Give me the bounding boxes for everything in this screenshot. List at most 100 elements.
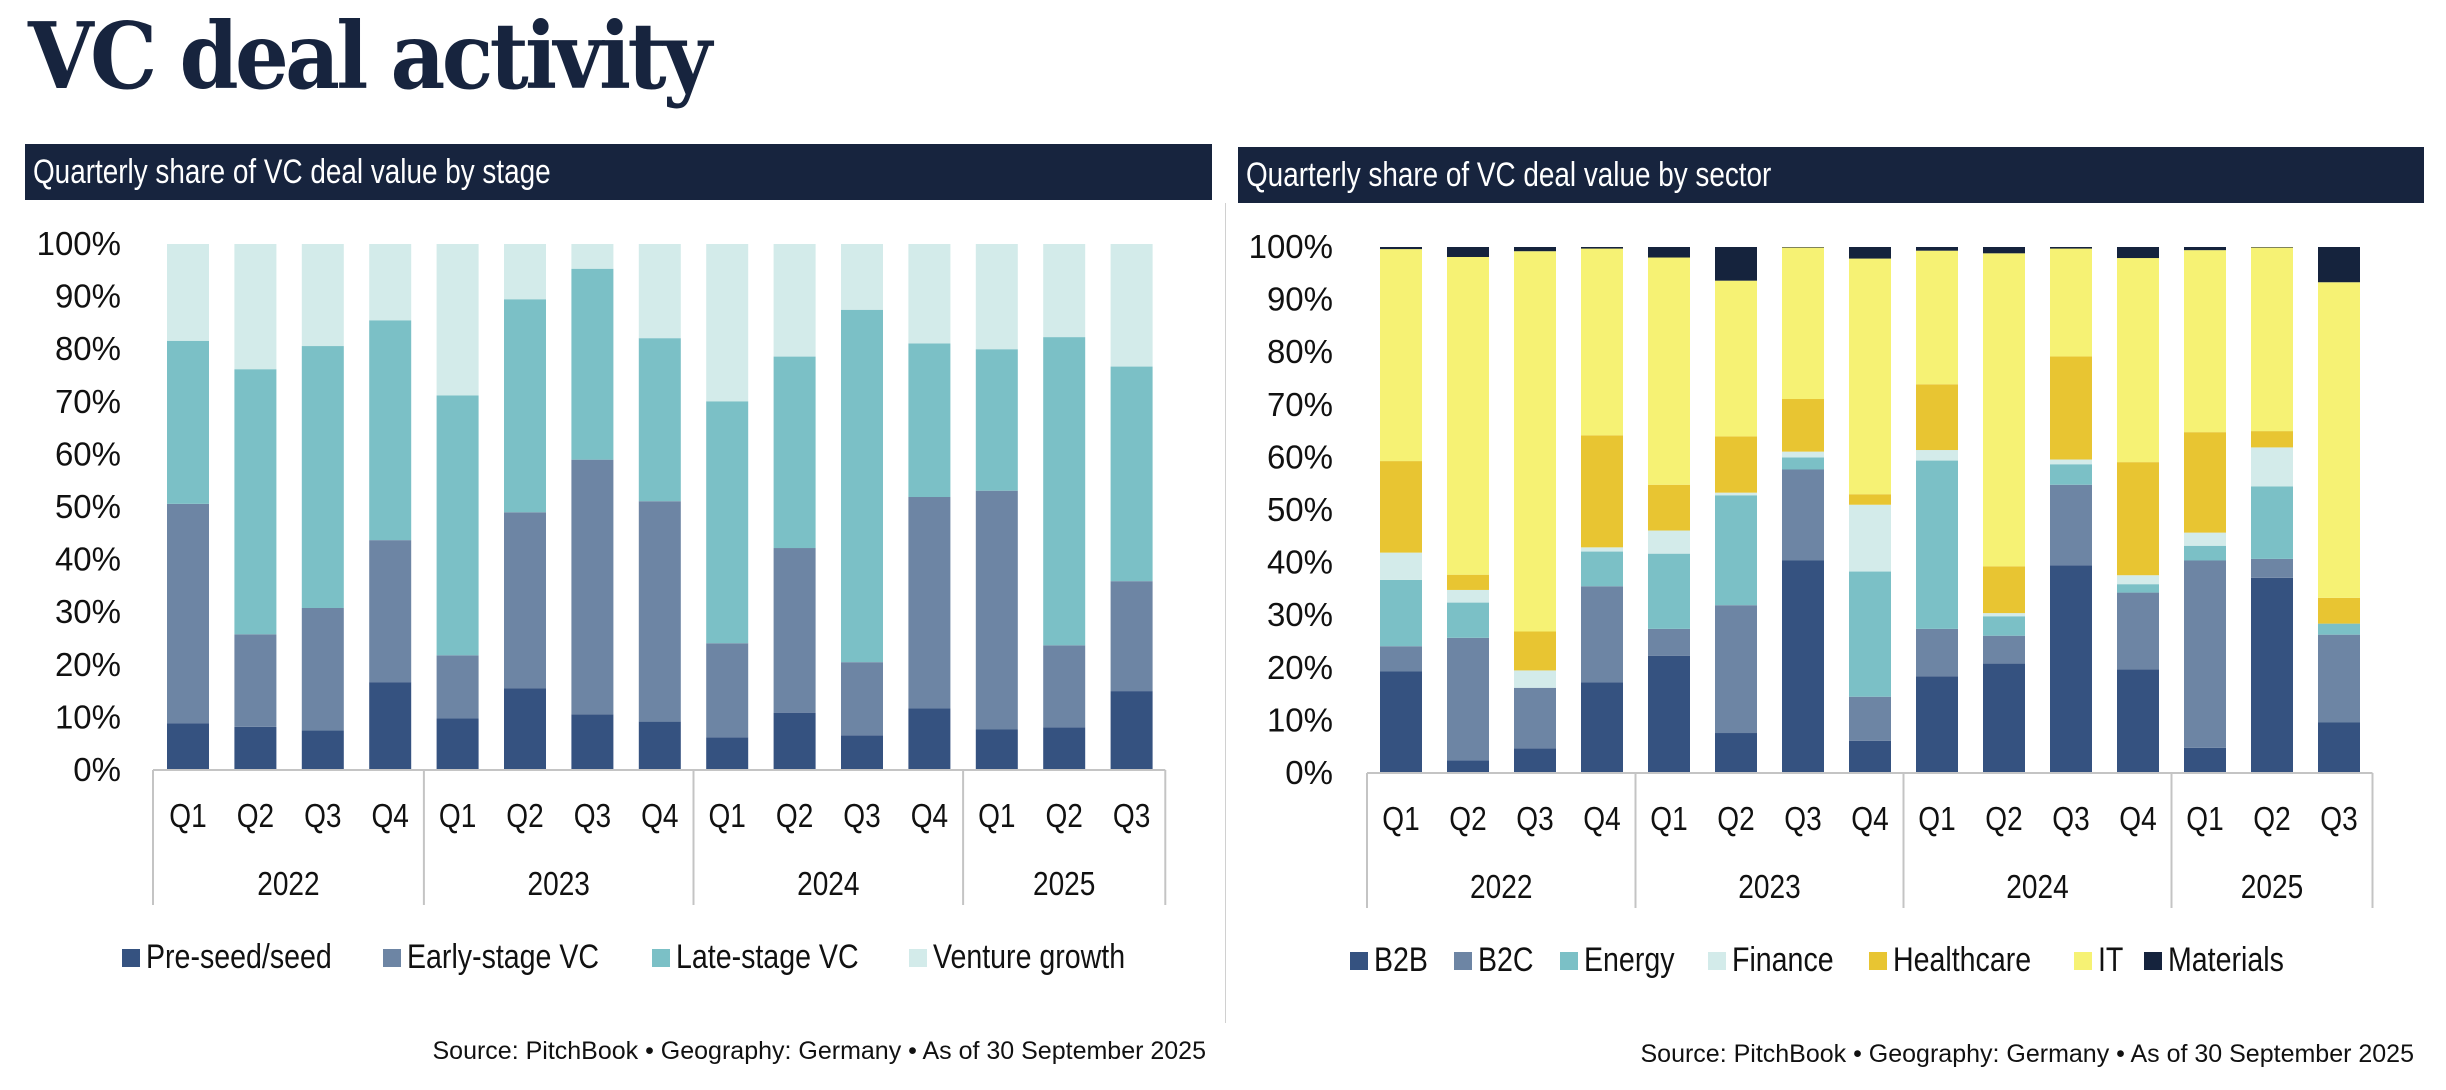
sector-bar-segment-it [2251,247,2293,432]
sector-legend-item-energy: Energy [1560,941,1682,980]
sector-bar-segment-it [1581,248,1623,436]
sector-bar-segment-energy [1916,460,1958,629]
stage-bar-segment-early-stage-vc [638,501,681,722]
sector-bar-segment-b2c [1849,696,1891,741]
sector-bar-segment-materials [1849,247,1891,259]
sector-y-tick-label: 100% [1249,228,1333,265]
legend-label: Pre-seed/seed [146,938,332,976]
stage-bar-segment-early-stage-vc [369,540,412,683]
sector-bar-segment-energy [1380,579,1422,647]
stage-bar-segment-venture-growth [571,244,614,269]
sector-legend-item-b2b: B2B [1350,941,1428,980]
stage-y-tick-label: 40% [55,541,121,578]
stage-bar-segment-late-stage-vc [167,340,209,504]
stage-x-tick-label: Q4 [641,798,678,835]
stage-bar-segment-venture-growth [301,244,344,347]
sector-bar-segment-b2b [1983,663,2025,773]
stage-chart: 0% 10% 20% 30% 40% 50% 60% 70% 80% 90% 100% Q1 Q2 Q3 Q… [37,225,1167,905]
sector-bar-segment-b2b [1581,682,1623,773]
sector-bar-segment-it [1849,258,1891,495]
sector-bar-segment-energy [1983,616,2025,636]
stage-bar-segment-pre-seed-seed [1110,691,1153,770]
stage-legend-item-venture-growth: Venture growth [909,938,1152,977]
stage-bar-segment-venture-growth [504,244,546,300]
legend-swatch [1560,951,1579,970]
stage-x-tick-label: Q3 [574,798,611,835]
stage-x-tick-label: Q1 [708,798,745,835]
stage-bar-segment-venture-growth [1110,244,1153,367]
sector-bar-segment-materials [2184,247,2226,251]
stage-x-tick-label: Q2 [776,798,813,835]
sector-y-tick-label: 80% [1267,333,1333,370]
sector-bar-segment-finance [1514,670,1556,688]
sector-bar-segment-finance [2251,447,2293,487]
stage-bar-segment-late-stage-vc [773,356,816,549]
stage-year-label: 2025 [1033,866,1095,903]
sector-bar-segment-it [2050,248,2092,357]
sector-bar-segment-b2c [1447,637,1489,761]
sector-x-tick-label: Q4 [1583,801,1620,838]
sector-y-tick-label: 70% [1267,386,1333,423]
sector-bar-segment-b2b [2117,669,2159,773]
sector-bar-segment-healthcare [2251,431,2293,448]
sector-bar-segment-finance [1782,451,1824,458]
stage-bar-segment-venture-growth [638,244,681,339]
stage-bar-segment-early-stage-vc [706,643,749,738]
stage-y-tick-label: 100% [37,225,121,262]
sector-bar-segment-healthcare [1916,384,1958,451]
sector-bar-segment-b2c [2251,558,2293,578]
sector-y-tick-label: 0% [1285,754,1333,791]
sector-y-tick-label: 20% [1267,649,1333,686]
sector-bar-segment-materials [1581,247,1623,249]
stage-bar-segment-early-stage-vc [301,607,344,731]
stage-y-tick-label: 10% [55,698,121,735]
stage-bar-segment-early-stage-vc [841,662,883,736]
sector-bar-segment-healthcare [2318,597,2360,624]
sector-x-tick-label: Q3 [2052,801,2089,838]
page-title: VC deal activity [28,2,712,110]
sector-bar-segment-it [1648,257,1690,485]
sector-bar-segment-b2c [1514,687,1556,749]
sector-bar-segment-energy [1849,571,1891,697]
stage-legend: Pre-seed/seed Early-stage VC Late-stage VC… [122,938,1178,977]
sector-bar-segment-it [1514,251,1556,632]
sector-year-label: 2024 [2006,869,2068,906]
stage-bar-segment-venture-growth [369,244,412,321]
sector-year-label: 2022 [1470,869,1532,906]
sector-bar-segment-healthcare [1514,631,1556,671]
sector-chart-header: Quarterly share of VC deal value by sect… [1238,147,2424,203]
sector-bar-segment-healthcare [1983,566,2025,614]
sector-bar-segment-it [2117,258,2159,463]
stage-bar-segment-pre-seed-seed [571,714,614,770]
legend-label: Late-stage VC [675,938,859,976]
sector-bar-segment-finance [1648,530,1690,554]
sector-bar-segment-finance [1849,504,1891,572]
sector-legend-item-it: IT [2073,941,2123,980]
sector-chart-title: Quarterly share of VC deal value by sect… [1246,156,1772,194]
stage-bar-segment-late-stage-vc [908,343,951,498]
sector-bar-segment-healthcare [1581,435,1623,548]
sector-bar-segment-materials [2050,247,2092,249]
sector-bar-segment-energy [2251,486,2293,559]
stage-x-tick-label: Q4 [371,798,408,835]
sector-bar-segment-b2c [1983,635,2025,664]
sector-bar-segment-energy [1581,551,1623,587]
sector-bar-segment-materials [1380,247,1422,250]
sector-bar-segment-energy [2117,584,2159,593]
sector-bar-segment-energy [2318,623,2360,635]
sector-bar-segment-it [1715,280,1757,437]
stage-bar-segment-late-stage-vc [436,395,479,656]
sector-bar-segment-b2b [1447,760,1489,773]
stage-year-label: 2023 [528,866,590,903]
stage-bar-segment-venture-growth [234,244,277,370]
legend-label: B2C [1478,941,1534,979]
sector-legend-item-b2c: B2C [1454,941,1534,980]
sector-bar-segment-b2b [2050,565,2092,773]
stage-bar-segment-late-stage-vc [571,268,614,460]
sector-bar-segment-b2b [1916,676,1958,773]
sector-bar-segment-b2c [1782,469,1824,561]
stage-bar-segment-pre-seed-seed [167,723,209,770]
stage-bar-segment-late-stage-vc [975,349,1018,491]
stage-chart-title: Quarterly share of VC deal value by stag… [33,153,551,191]
legend-swatch [651,948,670,967]
